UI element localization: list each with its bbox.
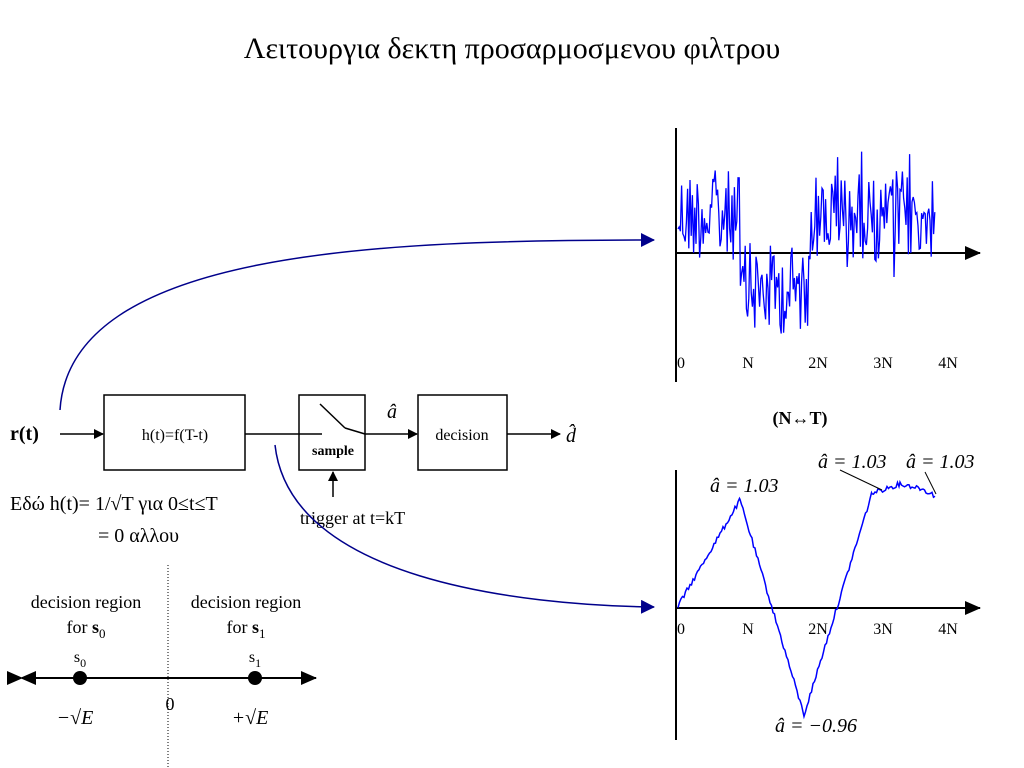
leader-line (924, 471, 937, 495)
output-label: d̂ (566, 423, 577, 447)
decision-label: decision (435, 427, 488, 444)
point-index: 1 (255, 656, 261, 670)
x-tick-label: 2N (808, 621, 828, 638)
point-index: 0 (80, 656, 86, 670)
point-label: s0 (74, 649, 86, 670)
region-title: decision region (31, 592, 141, 612)
point (73, 671, 87, 685)
wire (344, 427, 366, 435)
annotation: â = −0.96 (775, 715, 857, 737)
x-tick-label: 0 (677, 621, 685, 638)
x-tick-label: 3N (873, 621, 893, 638)
region-symbol: s (92, 617, 99, 637)
annotation: â = 1.03 (906, 451, 975, 473)
x-tick-label: 0 (677, 355, 685, 372)
region-for-word: for (66, 617, 87, 637)
filter-box (103, 394, 246, 471)
x-tick-label: 4N (938, 355, 958, 372)
filter-output-plot (675, 470, 981, 740)
x-tick-label: 3N (873, 355, 893, 372)
filter-label: h(t)=f(T-t) (142, 427, 208, 444)
origin-label: 0 (166, 694, 175, 714)
tick-labels: 0 N 2N 3N 4N (677, 621, 958, 638)
filter-output-signal (677, 479, 936, 720)
leader-line (839, 469, 883, 491)
note-line: Εδώ h(t)= 1/√T για 0≤t≤T (10, 493, 218, 515)
received-plot (675, 128, 981, 382)
x-tick-label: N (742, 355, 754, 372)
curve-arrow (274, 444, 655, 614)
point-value: +√E (232, 707, 269, 729)
region-for: for s1 (226, 617, 265, 641)
sampler-box (298, 394, 366, 471)
tick-labels: 0 N 2N 3N 4N (677, 355, 958, 372)
point (248, 671, 262, 685)
point-symbol: s (74, 649, 80, 666)
note-line: = 0 αλλου (98, 525, 179, 547)
region-for-word: for (226, 617, 247, 637)
point-symbol: s (249, 649, 255, 666)
x-tick-label: 4N (938, 621, 958, 638)
region-index: 0 (99, 626, 106, 641)
trigger-label: trigger at t=kT (300, 508, 405, 528)
input-label: r(t) (10, 423, 39, 445)
decision-box (417, 394, 508, 471)
received-signal (677, 151, 936, 334)
switch (319, 403, 346, 429)
annotation: â = 1.03 (710, 475, 779, 497)
region-symbol: s (252, 617, 259, 637)
region-for: for s0 (66, 617, 105, 641)
annotation: â = 1.03 (818, 451, 887, 473)
curve-arrow (59, 233, 655, 411)
title: Λειτουργια δεκτη προσαρμοσμενου φιλτρου (244, 32, 781, 65)
x-tick-label: 2N (808, 355, 828, 372)
arrowhead (20, 671, 36, 685)
point-label: s1 (249, 649, 261, 670)
block-diagram (60, 394, 561, 497)
sampler-label: sample (312, 444, 354, 459)
point-value: −√E (57, 707, 94, 729)
sample-output: â (387, 401, 397, 423)
region-title: decision region (191, 592, 301, 612)
x-tick-label: N (742, 621, 754, 638)
mapping-label: (N↔T) (773, 408, 828, 429)
region-index: 1 (259, 626, 266, 641)
